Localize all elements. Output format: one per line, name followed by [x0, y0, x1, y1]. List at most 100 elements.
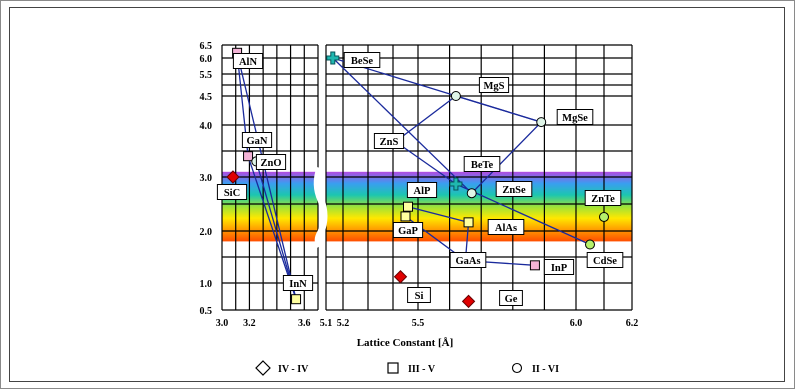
axis-break-gap — [319, 43, 325, 312]
label-text-InN: InN — [289, 279, 307, 290]
label-ZnTe: ZnTe — [584, 190, 622, 206]
legend-square-icon — [387, 362, 399, 374]
label-GaP: GaP — [392, 222, 424, 238]
label-box-InN — [282, 275, 314, 291]
label-text-GaN: GaN — [247, 136, 268, 147]
label-box-ZnO — [255, 154, 287, 170]
label-box-AlN — [232, 53, 264, 69]
label-text-AlAs: AlAs — [495, 223, 517, 234]
y-tick-label: 4.0 — [200, 121, 213, 132]
x-tick-label: 5.5 — [412, 318, 425, 329]
alloy-line-MgSe-ZnSe — [471, 121, 542, 194]
label-box-SiC — [216, 184, 248, 200]
point-GaP — [400, 211, 411, 222]
spectrum-band-right — [326, 171, 632, 242]
point-Ge — [461, 294, 476, 309]
label-text-AlN: AlN — [239, 57, 258, 68]
label-box-GaAs — [449, 252, 487, 268]
point-InP — [529, 260, 540, 271]
alloy-line-MgS-ZnS — [395, 95, 457, 143]
x-tick-label: 3.6 — [298, 318, 311, 329]
label-box-AlP — [406, 182, 438, 198]
x-tick-label: 3.0 — [216, 318, 229, 329]
y-tick-label: 1.0 — [200, 279, 213, 290]
label-AlP: AlP — [406, 182, 438, 198]
y-tick-label: 2.0 — [200, 227, 213, 238]
label-text-BeSe: BeSe — [351, 56, 374, 67]
point-BeTe — [449, 177, 463, 191]
y-tick-label: 5.5 — [200, 70, 213, 81]
label-SiC: SiC — [216, 184, 248, 200]
label-box-GaP — [392, 222, 424, 238]
alloy-line-BeSe-ZnSe — [332, 57, 473, 194]
point-MgS — [450, 91, 461, 101]
label-text-CdSe: CdSe — [593, 256, 617, 267]
label-Ge: Ge — [499, 290, 523, 306]
label-InP: InP — [543, 259, 575, 275]
label-text-ZnO: ZnO — [260, 158, 281, 169]
label-text-ZnTe: ZnTe — [591, 194, 615, 205]
legend-label: IV - IV — [278, 364, 309, 375]
label-text-Si: Si — [415, 291, 424, 302]
label-box-BeTe — [463, 156, 501, 172]
alloy-line-MgS-MgSe — [455, 95, 542, 123]
label-text-SiC: SiC — [224, 188, 240, 199]
x-tick-label: 6.2 — [626, 318, 639, 329]
label-box-InP — [543, 259, 575, 275]
y-tick-label: 6.5 — [200, 41, 213, 52]
alloy-line-ZnS-BeTe — [395, 141, 457, 185]
label-ZnS: ZnS — [373, 133, 405, 149]
label-MgSe: MgSe — [556, 109, 594, 125]
point-BeSe — [326, 51, 340, 65]
label-box-ZnS — [373, 133, 405, 149]
point-ZnTe — [599, 211, 609, 222]
label-box-Si — [407, 287, 431, 303]
legend-circle-icon — [511, 362, 523, 374]
label-text-ZnS: ZnS — [380, 137, 399, 148]
label-box-Ge — [499, 290, 523, 306]
legend-label: III - V — [408, 364, 436, 375]
y-tick-label: 4.5 — [200, 92, 213, 103]
label-box-AlAs — [487, 219, 525, 235]
point-SiC — [226, 170, 240, 184]
label-text-BeTe: BeTe — [471, 160, 494, 171]
legend: IV - IV III - V II - VI — [255, 360, 559, 376]
point-label-layer: AlN GaN InN SiC ZnO BeSe MgS MgSe ZnS BeTe ZnSe AlP… — [216, 52, 624, 306]
label-box-BeSe — [343, 52, 381, 68]
point-GaN — [243, 151, 254, 162]
label-text-ZnSe: ZnSe — [502, 185, 526, 196]
label-InN: InN — [282, 275, 314, 291]
label-text-InP: InP — [551, 263, 568, 274]
axis-break-layer — [313, 43, 328, 312]
label-text-GaP: GaP — [398, 226, 418, 237]
x-tick-label: 5.2 — [337, 318, 350, 329]
label-ZnO: ZnO — [255, 154, 287, 170]
axis-layer: 0.5 1.0 2.0 3.0 4.0 4.5 5.5 6.0 6.5 3.0 3.2 3.6 5.1 5… — [200, 41, 639, 349]
label-text-AlP: AlP — [414, 186, 432, 197]
x-tick-label: 6.0 — [570, 318, 583, 329]
label-text-MgS: MgS — [484, 81, 505, 92]
y-tick-label: 0.5 — [200, 306, 213, 317]
legend-label: II - VI — [532, 364, 559, 375]
x-tick-label: 5.1 — [320, 318, 333, 329]
label-box-ZnTe — [584, 190, 622, 206]
label-GaN: GaN — [241, 132, 273, 148]
legend-diamond-icon — [255, 360, 271, 376]
alloy-line-AlP-AlAs — [407, 206, 469, 223]
label-ZnSe: ZnSe — [495, 181, 533, 197]
legend-item-2: II - VI — [511, 362, 559, 375]
legend-item-0: IV - IV — [255, 360, 309, 376]
point-ZnSe — [466, 188, 477, 199]
label-text-MgSe: MgSe — [562, 113, 588, 124]
legend-item-1: III - V — [387, 362, 436, 375]
point-MgSe — [536, 117, 547, 128]
label-BeTe: BeTe — [463, 156, 501, 172]
label-CdSe: CdSe — [586, 252, 624, 268]
point-AlAs — [463, 217, 474, 228]
alloy-line-BeTe-CdSe — [455, 183, 591, 246]
label-box-MgSe — [556, 109, 594, 125]
label-box-GaN — [241, 132, 273, 148]
point-InN — [291, 294, 302, 305]
label-BeSe: BeSe — [343, 52, 381, 68]
label-GaAs: GaAs — [449, 252, 487, 268]
